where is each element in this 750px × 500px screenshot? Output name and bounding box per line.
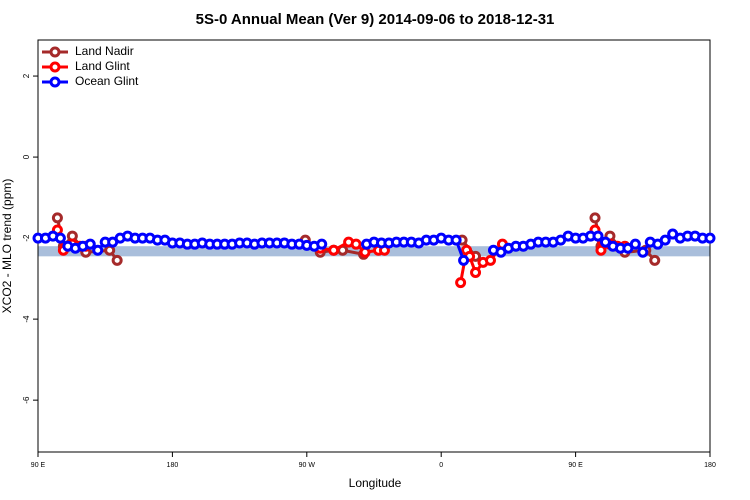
chart-title: 5S-0 Annual Mean (Ver 9) 2014-09-06 to 2… bbox=[196, 11, 555, 28]
legend-marker bbox=[49, 76, 61, 88]
legend-marker bbox=[49, 61, 61, 73]
y-tick-label: -2 bbox=[22, 234, 31, 242]
data-point bbox=[595, 244, 607, 256]
data-point bbox=[84, 238, 96, 250]
legend-label: Ocean Glint bbox=[75, 74, 139, 88]
data-point bbox=[455, 277, 467, 289]
x-tick-label: 180 bbox=[704, 462, 716, 469]
plot-frame bbox=[37, 39, 711, 453]
legend-label: Land Glint bbox=[75, 59, 130, 73]
legend-marker bbox=[49, 46, 61, 58]
y-tick-label: -6 bbox=[22, 396, 31, 404]
x-tick-label: 180 bbox=[167, 462, 179, 469]
data-point bbox=[637, 246, 649, 258]
x-tick-label: 90 E bbox=[568, 462, 583, 469]
data-point bbox=[111, 254, 123, 266]
data-point bbox=[328, 244, 340, 256]
data-point bbox=[592, 230, 604, 242]
data-point bbox=[659, 234, 671, 246]
data-point bbox=[92, 244, 104, 256]
x-tick-label: 0 bbox=[439, 462, 443, 469]
data-point bbox=[704, 232, 716, 244]
y-tick-label: 2 bbox=[22, 73, 31, 78]
data-point bbox=[458, 254, 470, 266]
data-point bbox=[54, 232, 66, 244]
data-point bbox=[649, 254, 661, 266]
x-tick-label: 90 E bbox=[31, 462, 46, 469]
data-point bbox=[484, 254, 496, 266]
data-point bbox=[589, 212, 601, 224]
data-point bbox=[450, 234, 462, 246]
y-axis-label: XCO2 - MLO trend (ppm) bbox=[0, 179, 14, 314]
data-point bbox=[629, 238, 641, 250]
y-tick-label: 0 bbox=[22, 154, 31, 159]
data-point bbox=[316, 238, 328, 250]
data-point bbox=[350, 238, 362, 250]
data-point bbox=[51, 212, 63, 224]
x-axis-label: Longitude bbox=[349, 476, 402, 490]
x-tick-label: 90 W bbox=[299, 462, 316, 469]
legend-label: Land Nadir bbox=[75, 44, 134, 58]
y-tick-label: -4 bbox=[22, 315, 31, 323]
data-point bbox=[470, 267, 482, 279]
